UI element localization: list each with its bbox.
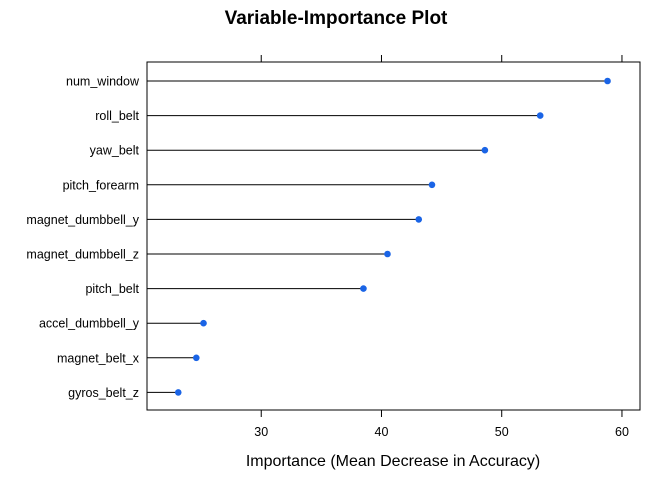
x-ticks-top bbox=[260, 55, 623, 62]
point-num_window bbox=[604, 77, 611, 85]
point-magnet_dumbbell_y bbox=[415, 216, 423, 223]
x-tick-labels: 30 40 50 60 bbox=[254, 425, 629, 439]
stems bbox=[147, 80, 608, 393]
point-accel_dumbbell_y bbox=[200, 319, 207, 327]
y-label-pitch_belt: pitch_belt bbox=[85, 282, 139, 296]
point-magnet_dumbbell_z bbox=[384, 250, 391, 258]
y-label-num_window: num_window bbox=[66, 75, 140, 89]
y-label-magnet_dumbbell_z: magnet_dumbbell_z bbox=[26, 248, 139, 262]
point-roll_belt bbox=[536, 112, 544, 119]
x-ticks-bottom bbox=[260, 410, 623, 417]
chart-title: Variable-Importance Plot bbox=[225, 8, 448, 29]
x-tick-label: 60 bbox=[615, 425, 629, 439]
y-label-gyros_belt_z: gyros_belt_z bbox=[68, 386, 139, 400]
point-pitch_forearm bbox=[428, 181, 436, 189]
y-label-accel_dumbbell_y: accel_dumbbell_y bbox=[39, 317, 140, 331]
x-tick-label: 30 bbox=[254, 425, 268, 439]
point-gyros_belt_z bbox=[174, 389, 182, 396]
y-label-yaw_belt: yaw_belt bbox=[90, 144, 140, 158]
y-label-magnet_dumbbell_y: magnet_dumbbell_y bbox=[26, 213, 139, 227]
y-label-pitch_forearm: pitch_forearm bbox=[63, 178, 139, 192]
x-axis-label: Importance (Mean Decrease in Accuracy) bbox=[246, 453, 540, 470]
x-tick-label: 50 bbox=[495, 425, 509, 439]
x-tick-label: 40 bbox=[375, 425, 389, 439]
point-pitch_belt bbox=[360, 285, 367, 292]
plot-frame bbox=[146, 61, 641, 411]
point-yaw_belt bbox=[481, 146, 489, 154]
point-magnet_belt_x bbox=[193, 354, 200, 362]
y-label-magnet_belt_x: magnet_belt_x bbox=[57, 351, 140, 365]
y-label-roll_belt: roll_belt bbox=[95, 109, 139, 123]
data-points bbox=[174, 77, 611, 396]
y-category-labels: num_window roll_belt yaw_belt pitch_forearm… bbox=[26, 75, 140, 400]
